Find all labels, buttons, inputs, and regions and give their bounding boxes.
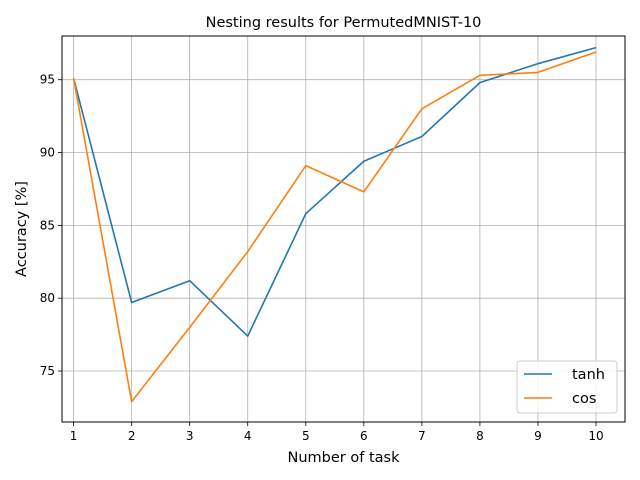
y-tick-label: 85 bbox=[40, 218, 55, 232]
legend: tanh cos bbox=[516, 360, 618, 414]
x-tick-label: 7 bbox=[418, 429, 426, 443]
x-tick-label: 4 bbox=[244, 429, 252, 443]
y-tick-label: 80 bbox=[40, 291, 55, 305]
x-tick-label: 5 bbox=[302, 429, 310, 443]
y-ticks: 75 80 85 90 95 bbox=[40, 73, 62, 378]
chart-title: Nesting results for PermutedMNIST-10 bbox=[206, 15, 482, 31]
x-tick-label: 1 bbox=[70, 429, 78, 443]
y-tick-label: 90 bbox=[40, 146, 55, 160]
y-axis-label: Accuracy [%] bbox=[14, 181, 30, 277]
x-tick-label: 3 bbox=[186, 429, 194, 443]
x-ticks: 1 2 3 4 5 6 7 8 9 10 bbox=[70, 422, 604, 443]
x-tick-label: 6 bbox=[360, 429, 368, 443]
series-line-cos bbox=[72, 51, 597, 403]
x-tick-label: 10 bbox=[588, 429, 603, 443]
series-lines bbox=[72, 46, 597, 403]
plot-frame bbox=[61, 35, 626, 423]
x-tick-label: 2 bbox=[128, 429, 136, 443]
y-tick-label: 75 bbox=[40, 364, 55, 378]
series-line-tanh bbox=[72, 46, 597, 337]
legend-label-tanh: tanh bbox=[572, 367, 605, 383]
x-tick-label: 8 bbox=[476, 429, 484, 443]
legend-label-cos: cos bbox=[572, 391, 596, 407]
x-axis-label: Number of task bbox=[288, 450, 401, 466]
y-tick-label: 95 bbox=[40, 73, 55, 87]
x-tick-label: 9 bbox=[534, 429, 542, 443]
